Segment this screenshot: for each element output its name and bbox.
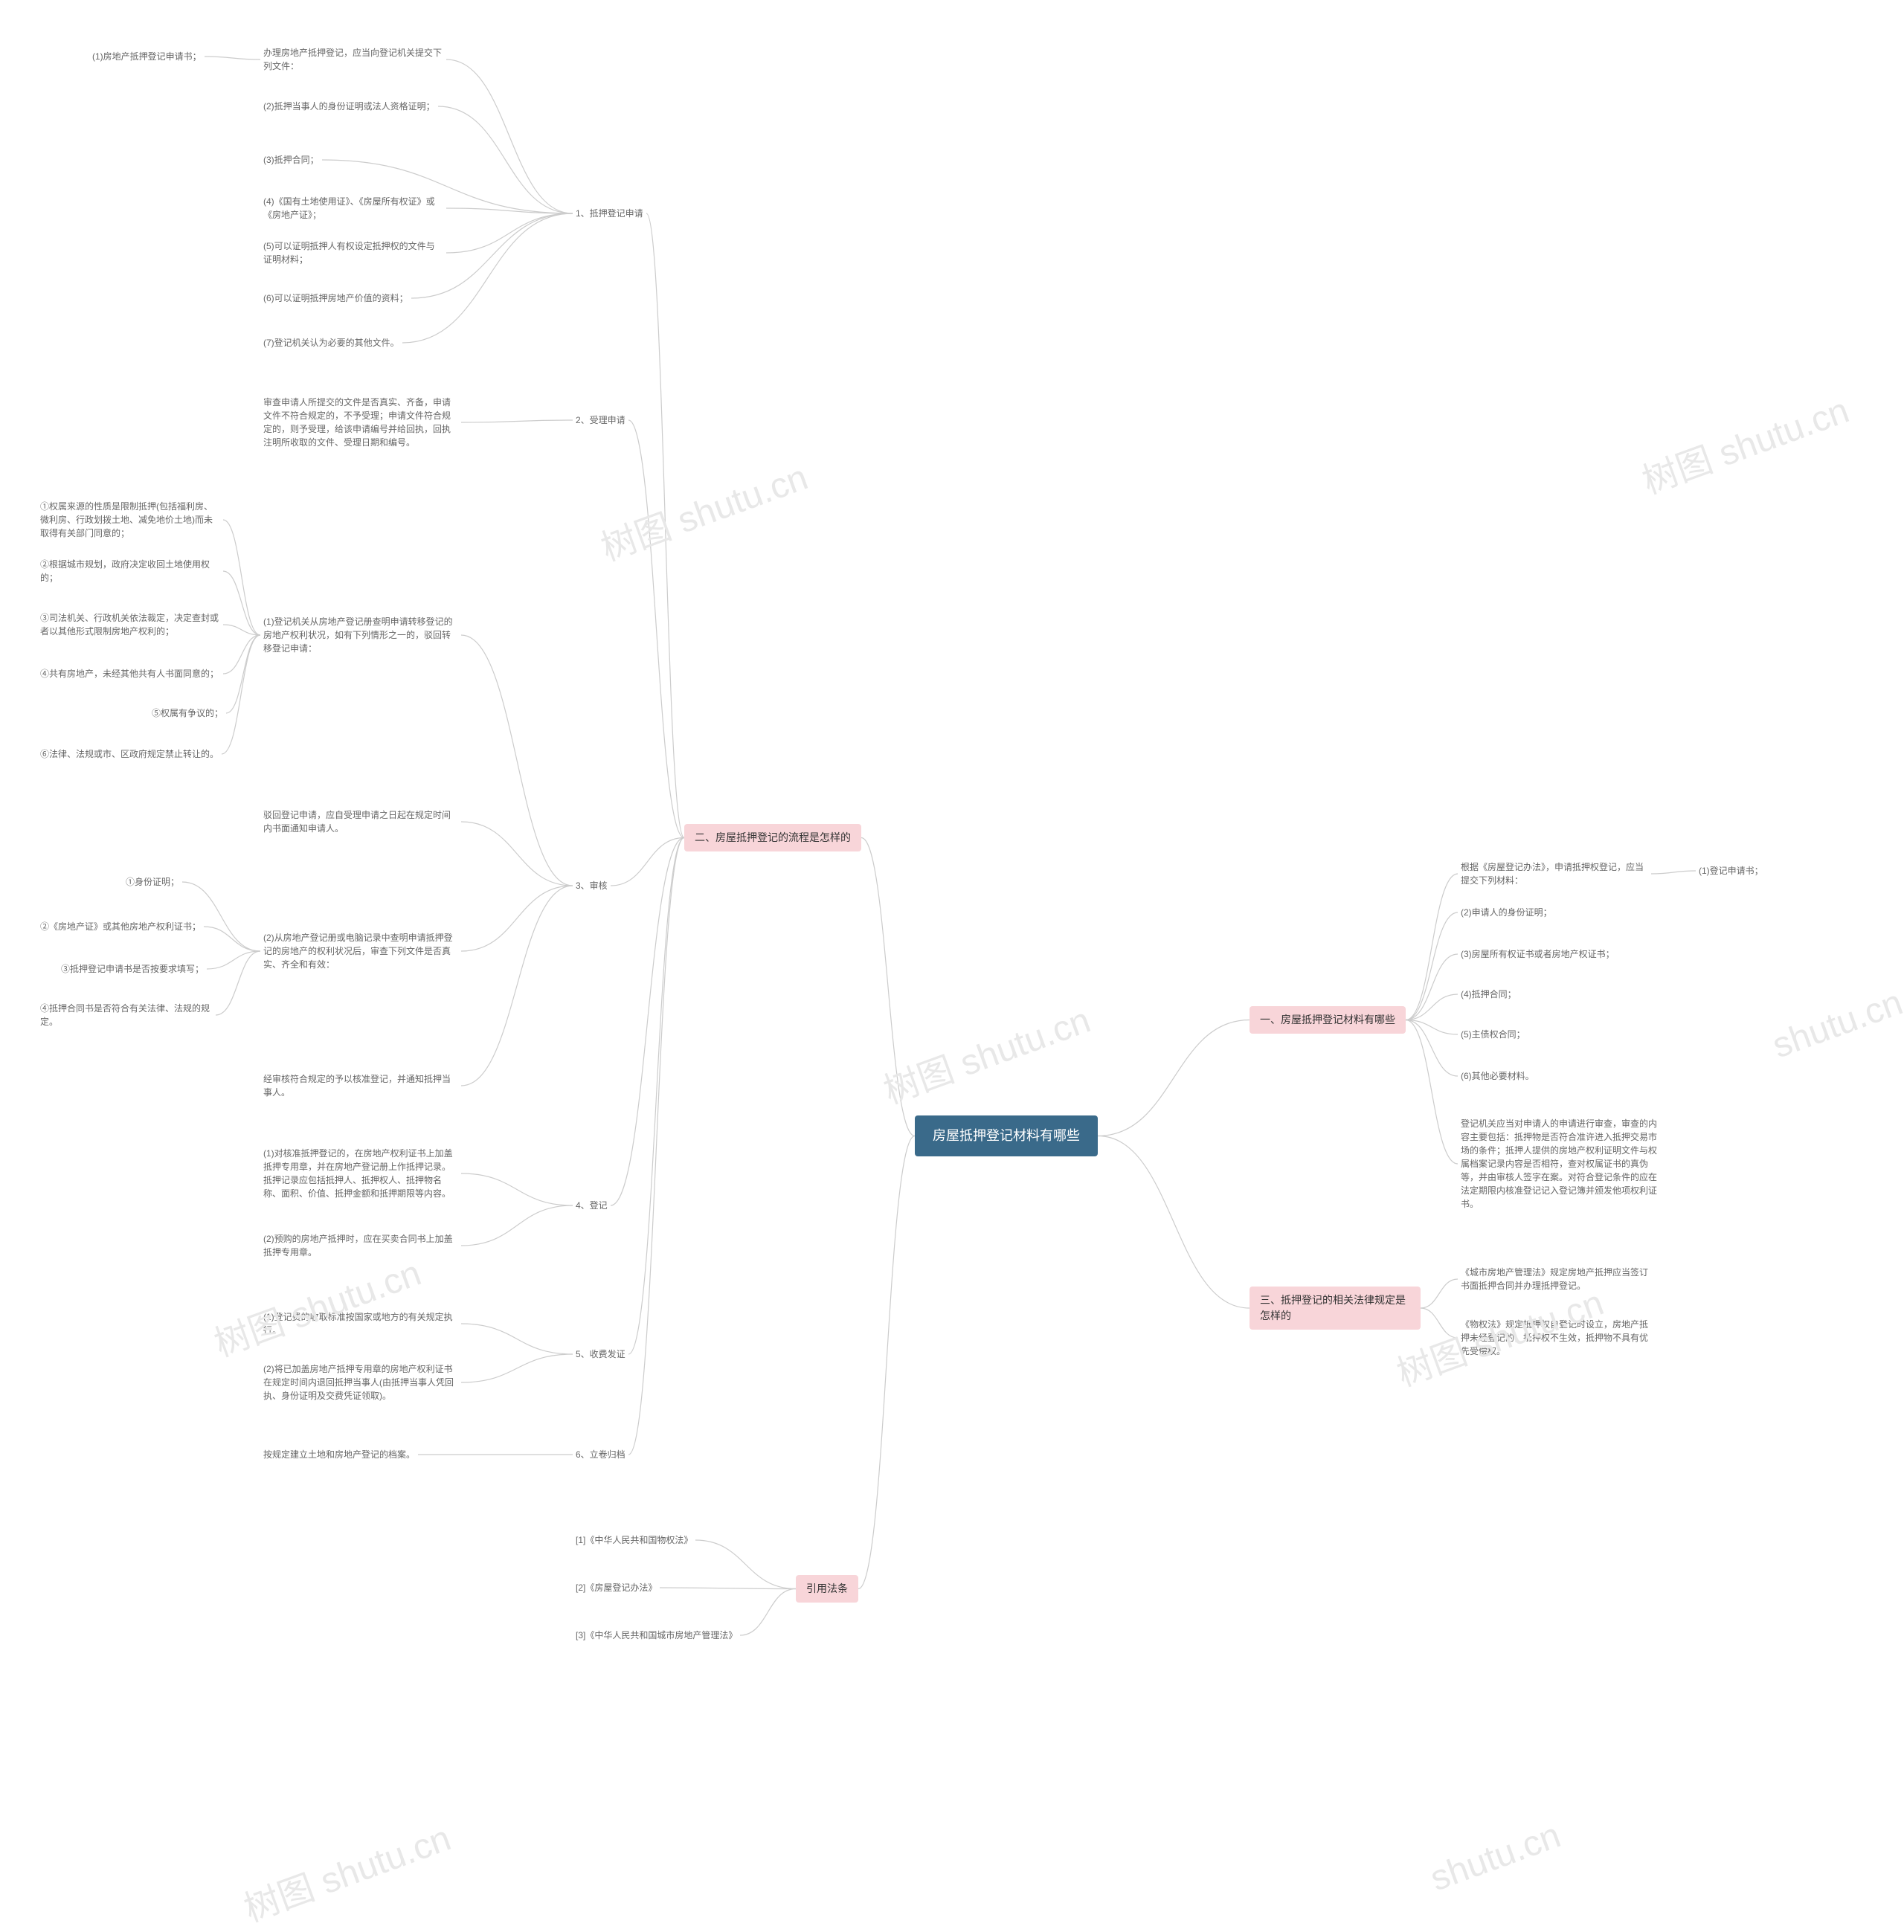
b2-s3-p1: (1)登记机关从房地产登记册查明申请转移登记的房地产权利状况，如有下列情形之一的…: [260, 614, 461, 657]
watermark: 树图 shutu.cn: [593, 448, 814, 570]
b2-s3-p4: 经审核符合规定的予以核准登记，并通知抵押当事人。: [260, 1071, 461, 1101]
b2-s1-intro: 办理房地产抵押登记，应当向登记机关提交下列文件：: [260, 45, 446, 74]
branch-1: 一、房屋抵押登记材料有哪些: [1250, 1006, 1406, 1034]
branch-2-step-6: 6、立卷归档: [573, 1446, 628, 1463]
branch-4-item: [1]《中华人民共和国物权法》: [573, 1532, 695, 1548]
watermark: 树图 shutu.cn: [206, 1243, 427, 1366]
branch-1-intro: 根据《房屋登记办法》，申请抵押权登记，应当提交下列材料：: [1458, 859, 1651, 889]
watermark: shutu.cn: [1767, 982, 1904, 1067]
branch-3-label: 三、抵押登记的相关法律规定是怎样的: [1260, 1294, 1406, 1321]
b2-s3-p1-item: ①权属来源的性质是限制抵押(包括福利房、微利房、行政划拨土地、减免地价土地)而未…: [37, 498, 223, 541]
branch-2-step-3: 3、审核: [573, 878, 611, 894]
b2-s3-p3-item: ④抵押合同书是否符合有关法律、法规的规定。: [37, 1000, 216, 1030]
b2-s3-p1-item: ②根据城市规划，政府决定收回土地使用权的；: [37, 556, 223, 586]
b2-s1-item: (5)可以证明抵押人有权设定抵押权的文件与证明材料；: [260, 238, 446, 268]
b2-s3-p3-item: ③抵押登记申请书是否按要求填写；: [58, 961, 207, 977]
branch-1-label: 一、房屋抵押登记材料有哪些: [1260, 1014, 1395, 1025]
b2-s2-text: 审查申请人所提交的文件是否真实、齐备，申请文件不符合规定的，不予受理；申请文件符…: [260, 394, 461, 451]
branch-1-item: (4)抵押合同；: [1458, 986, 1519, 1002]
branch-1-note: 登记机关应当对申请人的申请进行审查，审查的内容主要包括：抵押物是否符合准许进入抵…: [1458, 1115, 1666, 1212]
branch-2-step-4: 4、登记: [573, 1197, 611, 1214]
branch-4-label: 引用法条: [806, 1582, 848, 1594]
branch-3-item: 《城市房地产管理法》规定房地产抵押应当签订书面抵押合同并办理抵押登记。: [1458, 1264, 1651, 1294]
branch-1-item: (3)房屋所有权证书或者房地产权证书；: [1458, 946, 1618, 962]
b2-s3-p2: 驳回登记申请，应自受理申请之日起在规定时间内书面通知申请人。: [260, 807, 461, 837]
watermark: shutu.cn: [1425, 1815, 1566, 1900]
branch-4-item: [3]《中华人民共和国城市房地产管理法》: [573, 1627, 740, 1643]
b2-s5-item: (2)将已加盖房地产抵押专用章的房地产权利证书在规定时间内退回抵押当事人(由抵押…: [260, 1361, 461, 1404]
branch-4: 引用法条: [796, 1575, 858, 1603]
branch-1-item: (5)主债权合同；: [1458, 1026, 1528, 1043]
branch-4-item: [2]《房屋登记办法》: [573, 1580, 660, 1596]
b2-s1-item: (2)抵押当事人的身份证明或法人资格证明；: [260, 98, 438, 115]
b2-s4-item: (1)对核准抵押登记的，在房地产权利证书上加盖抵押专用章，并在房地产登记册上作抵…: [260, 1145, 461, 1202]
branch-3: 三、抵押登记的相关法律规定是怎样的: [1250, 1287, 1421, 1330]
b2-s1-item: (7)登记机关认为必要的其他文件。: [260, 335, 402, 351]
b2-s3-p3: (2)从房地产登记册或电脑记录中查明申请抵押登记的房地产的权利状况后，审查下列文…: [260, 930, 461, 973]
b2-s1-item: (6)可以证明抵押房地产价值的资料；: [260, 290, 411, 306]
watermark: 树图 shutu.cn: [1634, 381, 1855, 503]
b2-s1-item: (3)抵押合同；: [260, 152, 322, 168]
branch-2-step-1: 1、抵押登记申请: [573, 205, 646, 222]
branch-2-step-2: 2、受理申请: [573, 412, 628, 428]
branch-1-item: (2)申请人的身份证明；: [1458, 904, 1555, 921]
b2-s3-p1-item: ⑤权属有争议的；: [149, 705, 226, 721]
branch-3-item: 《物权法》规定抵押权自登记时设立，房地产抵押未经登记的，抵押权不生效，抵押物不具…: [1458, 1316, 1651, 1359]
b2-s6-text: 按规定建立土地和房地产登记的档案。: [260, 1446, 418, 1463]
b2-s1-item: (1)房地产抵押登记申请书；: [89, 48, 205, 65]
root-node: 房屋抵押登记材料有哪些: [915, 1115, 1098, 1156]
watermark: 树图 shutu.cn: [236, 1809, 457, 1931]
b2-s3-p1-item: ④共有房地产，未经其他共有人书面同意的；: [37, 666, 223, 682]
b2-s4-item: (2)预购的房地产抵押时，应在买卖合同书上加盖抵押专用章。: [260, 1231, 461, 1260]
root-label: 房屋抵押登记材料有哪些: [933, 1128, 1080, 1143]
b2-s1-item: (4)《国有土地使用证》、《房屋所有权证》或《房地产证》；: [260, 193, 446, 223]
watermark: 树图 shutu.cn: [875, 991, 1096, 1113]
b2-s3-p3-item: ①身份证明；: [123, 874, 182, 890]
b2-s3-p1-item: ⑥法律、法规或市、区政府规定禁止转让的。: [37, 746, 222, 762]
branch-2: 二、房屋抵押登记的流程是怎样的: [684, 824, 861, 851]
b2-s3-p3-item: ②《房地产证》或其他房地产权利证书；: [37, 918, 204, 935]
branch-2-step-5: 5、收费发证: [573, 1346, 628, 1362]
b2-s5-item: (1)登记费的收取标准按国家或地方的有关规定执行。: [260, 1309, 461, 1339]
b2-s3-p1-item: ③司法机关、行政机关依法裁定，决定查封或者以其他形式限制房地产权利的；: [37, 610, 223, 640]
branch-1-item: (6)其他必要材料。: [1458, 1068, 1537, 1084]
branch-2-label: 二、房屋抵押登记的流程是怎样的: [695, 831, 851, 843]
branch-1-intro-child: (1)登记申请书；: [1696, 863, 1766, 879]
